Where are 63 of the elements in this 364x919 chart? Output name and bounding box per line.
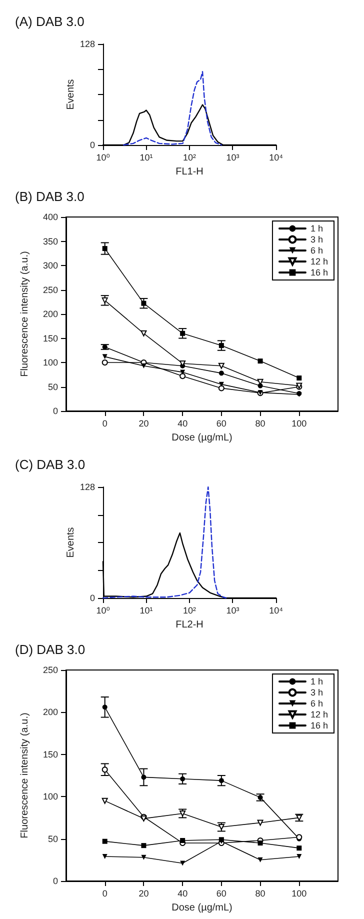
- y-tick-label: 200: [42, 707, 58, 718]
- x-tick-label: 10⁰: [96, 152, 110, 162]
- y-tick-label: 150: [42, 749, 58, 760]
- x-tick-label: 0: [102, 418, 108, 428]
- chart-title: (A) DAB 3.0: [15, 14, 84, 29]
- legend-label: 16 h: [310, 720, 328, 730]
- legend-label: 3 h: [310, 234, 323, 244]
- chart-title: (B) DAB 3.0: [15, 189, 84, 204]
- y-tick-label: 200: [42, 309, 58, 319]
- y-tick-label: 300: [42, 260, 58, 270]
- legend-label: 1 h: [310, 224, 323, 234]
- y-tick-label: 100: [42, 358, 58, 368]
- x-tick-label: 10²: [182, 606, 196, 616]
- x-tick-label: 10¹: [140, 606, 153, 616]
- x-tick-label: 60: [216, 418, 226, 428]
- x-tick-label: 10²: [182, 152, 196, 162]
- y-tick-label: 250: [42, 284, 58, 295]
- x-axis-title: Dose (µg/mL): [172, 432, 232, 444]
- x-tick-label: 60: [216, 888, 226, 898]
- y-tick-label: 128: [80, 482, 95, 492]
- x-tick-label: 40: [178, 418, 188, 428]
- legend-label: 12 h: [310, 710, 328, 720]
- legend-label: 12 h: [310, 256, 328, 266]
- x-tick-label: 20: [138, 418, 149, 428]
- legend-label: 6 h: [310, 246, 323, 256]
- x-axis-title: FL2-H: [176, 619, 204, 630]
- y-axis-title: Events: [66, 527, 77, 558]
- y-tick-label: 50: [48, 382, 58, 392]
- x-axis-title: FL1-H: [176, 166, 204, 178]
- y-tick-label: 0: [90, 140, 95, 150]
- y-tick-label: 100: [42, 792, 58, 802]
- legend-label: 6 h: [310, 698, 323, 708]
- x-tick-label: 0: [102, 888, 108, 898]
- chart-title: (D) DAB 3.0: [15, 642, 86, 657]
- x-tick-label: 10³: [226, 152, 240, 162]
- y-tick-label: 128: [80, 39, 95, 49]
- x-tick-label: 10³: [226, 606, 240, 616]
- y-tick-label: 400: [42, 212, 58, 222]
- y-tick-label: 250: [42, 665, 58, 675]
- legend-label: 16 h: [310, 268, 328, 278]
- x-tick-label: 80: [255, 418, 266, 428]
- x-tick-label: 10⁴: [269, 606, 284, 616]
- y-axis-title: Fluorescence intensity (a.u.): [20, 712, 30, 838]
- y-tick-label: 50: [48, 834, 58, 844]
- y-axis-title: Fluorescence intensity (a.u.): [20, 251, 30, 377]
- y-tick-label: 0: [52, 876, 58, 886]
- legend-label: 1 h: [310, 676, 323, 686]
- x-tick-label: 10⁰: [96, 606, 110, 616]
- x-tick-label: 20: [138, 888, 149, 898]
- y-tick-label: 0: [52, 406, 58, 416]
- legend-label: 3 h: [310, 688, 323, 698]
- x-tick-label: 10¹: [140, 152, 153, 162]
- x-tick-label: 100: [292, 888, 307, 898]
- y-tick-label: 0: [90, 593, 95, 603]
- y-axis-title: Events: [66, 79, 77, 110]
- x-tick-label: 80: [255, 888, 266, 898]
- y-tick-label: 150: [42, 333, 58, 344]
- chart-title: (C) DAB 3.0: [15, 457, 86, 472]
- x-tick-label: 40: [178, 888, 188, 898]
- y-tick-label: 350: [42, 236, 58, 246]
- x-axis-title: Dose (µg/mL): [172, 902, 232, 914]
- x-tick-label: 10⁴: [269, 152, 284, 162]
- x-tick-label: 100: [292, 418, 307, 428]
